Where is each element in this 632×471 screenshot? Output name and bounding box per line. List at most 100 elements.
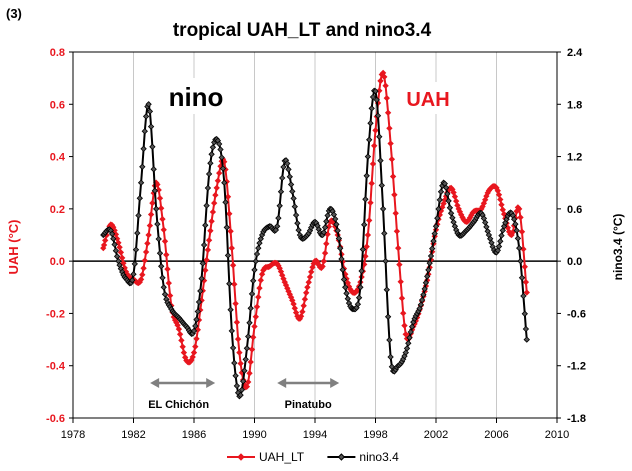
data-point bbox=[142, 248, 150, 256]
data-point bbox=[204, 246, 212, 254]
data-point bbox=[257, 277, 264, 284]
data-point bbox=[232, 372, 239, 379]
data-point bbox=[194, 326, 201, 333]
data-point bbox=[287, 181, 295, 188]
data-point bbox=[290, 195, 297, 202]
data-point bbox=[308, 268, 315, 276]
data-point bbox=[219, 165, 227, 172]
data-point bbox=[100, 241, 108, 249]
data-point bbox=[256, 284, 263, 292]
data-point bbox=[130, 271, 137, 278]
arrow-head-right bbox=[330, 378, 340, 388]
data-point bbox=[163, 251, 170, 258]
data-point bbox=[156, 250, 164, 257]
data-point bbox=[154, 220, 161, 228]
data-point bbox=[280, 163, 287, 171]
data-point bbox=[253, 303, 261, 310]
data-point bbox=[165, 279, 172, 287]
data-point bbox=[286, 173, 293, 180]
data-point bbox=[277, 188, 285, 195]
data-point bbox=[117, 249, 125, 256]
left-tick-label: 0.6 bbox=[50, 99, 65, 111]
data-point bbox=[344, 295, 351, 302]
data-point bbox=[241, 367, 248, 374]
data-point bbox=[320, 258, 327, 265]
x-tick-label: 1978 bbox=[61, 429, 85, 441]
data-point bbox=[422, 279, 430, 286]
data-point bbox=[246, 370, 253, 377]
data-point bbox=[207, 227, 214, 234]
right-axis: -1.8 -1.2 -0.6 0.0 0.6 1.2 1.8 2.4 bbox=[557, 47, 586, 425]
data-point bbox=[294, 220, 301, 227]
data-point bbox=[242, 356, 249, 363]
data-point bbox=[245, 378, 252, 386]
data-point bbox=[301, 296, 309, 303]
data-point bbox=[381, 230, 388, 237]
data-point bbox=[233, 319, 241, 326]
legend: UAH_LT nino3.4 bbox=[227, 450, 399, 464]
data-point bbox=[303, 289, 310, 296]
data-point bbox=[337, 245, 344, 252]
right-tick-label: -0.6 bbox=[567, 308, 586, 320]
data-point bbox=[205, 170, 213, 178]
legend-label: nino3.4 bbox=[359, 450, 399, 464]
data-point bbox=[371, 142, 378, 149]
data-point bbox=[401, 322, 408, 329]
data-point bbox=[198, 275, 205, 282]
data-point bbox=[251, 323, 258, 330]
data-point bbox=[514, 235, 522, 242]
data-point bbox=[145, 231, 152, 239]
data-point bbox=[132, 246, 140, 253]
data-point bbox=[227, 306, 234, 313]
data-point bbox=[176, 331, 184, 338]
data-point bbox=[213, 184, 220, 192]
data-point bbox=[203, 202, 210, 209]
data-point bbox=[376, 87, 383, 94]
data-point bbox=[135, 212, 142, 219]
data-point bbox=[137, 276, 145, 283]
el-chichon-arrow bbox=[150, 378, 216, 388]
data-point bbox=[358, 267, 365, 275]
data-point bbox=[110, 235, 117, 242]
data-point bbox=[208, 218, 215, 225]
data-point bbox=[158, 263, 165, 270]
data-point bbox=[368, 105, 375, 112]
data-point bbox=[205, 237, 213, 244]
data-point bbox=[146, 222, 154, 229]
x-tick-label: 1986 bbox=[182, 429, 206, 441]
data-point bbox=[425, 266, 432, 274]
data-point bbox=[432, 223, 440, 230]
data-point bbox=[300, 302, 307, 309]
data-point bbox=[279, 174, 286, 182]
data-point bbox=[388, 156, 396, 163]
data-point bbox=[319, 263, 326, 270]
arrow-head-right bbox=[206, 378, 216, 388]
data-point bbox=[521, 263, 528, 270]
data-point bbox=[227, 228, 234, 235]
data-point bbox=[243, 345, 251, 352]
data-point bbox=[518, 228, 526, 235]
data-point bbox=[214, 177, 222, 184]
data-point bbox=[240, 378, 247, 385]
data-point bbox=[146, 108, 154, 115]
data-point bbox=[447, 210, 455, 217]
data-point bbox=[292, 211, 300, 219]
data-point bbox=[234, 335, 242, 343]
data-point bbox=[430, 237, 437, 245]
data-point bbox=[408, 323, 416, 330]
data-point bbox=[398, 295, 406, 302]
data-point bbox=[498, 232, 505, 239]
data-point bbox=[400, 310, 407, 317]
data-point bbox=[238, 386, 246, 393]
data-point bbox=[437, 188, 445, 195]
legend-marker bbox=[337, 453, 346, 461]
legend-item-nino3-4: nino3.4 bbox=[327, 450, 399, 464]
nino-label-box bbox=[160, 78, 232, 114]
data-point bbox=[444, 190, 451, 198]
left-tick-label: 0.2 bbox=[50, 204, 65, 216]
data-point bbox=[386, 125, 393, 132]
data-point bbox=[376, 133, 383, 140]
data-point bbox=[136, 195, 143, 202]
annotation-layer: nino UAH EL Chichón Pinatubo bbox=[148, 78, 459, 411]
